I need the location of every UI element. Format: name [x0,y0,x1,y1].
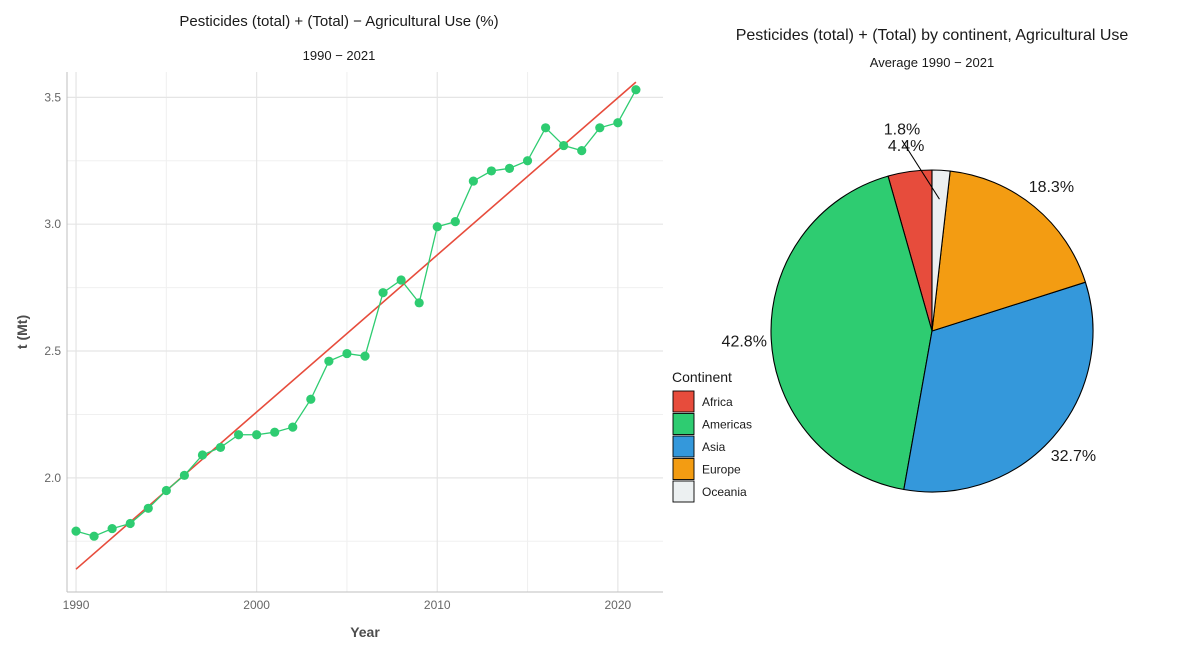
pie-slices [770,169,1094,493]
data-point [577,146,587,156]
data-point [396,275,406,285]
data-point [504,163,515,173]
y-tick-label: 3.0 [44,217,61,231]
pie-legend: Continent Africa Americas Asia Europe Oceani… [672,369,752,503]
legend-swatch-asia [672,435,695,458]
pie-slice-asia [903,281,1094,493]
legend-label: Asia [702,440,726,454]
x-tick-label: 2010 [424,598,451,612]
data-point [143,503,153,513]
data-point [179,470,189,480]
pie-chart-title: Pesticides (total) + (Total) by continen… [736,27,1129,44]
data-point [89,531,99,541]
y-tick-label: 2.5 [44,344,61,358]
data-point [522,156,533,166]
pie-slice-oceania [931,169,951,332]
y-tick-label: 2.0 [44,471,61,485]
line-chart: Pesticides (total) + (Total) − Agricultu… [14,13,663,640]
legend-swatch-americas [672,413,695,435]
data-point [215,442,226,453]
leader-line [901,140,940,200]
data-point [71,526,81,536]
legend-swatch-europe [672,458,695,480]
data-point [125,518,135,529]
pie-value-labels: 4.4%42.8%32.7%18.3%1.8% [722,121,1097,465]
line-chart-gridlines [67,72,663,592]
data-point [360,351,370,361]
data-point [613,118,623,128]
data-point [324,356,334,366]
data-point [161,485,171,496]
data-point [233,430,244,440]
pie-chart-subtitle: Average 1990 − 2021 [870,55,994,70]
data-point [595,123,605,133]
pie-chart: Pesticides (total) + (Total) by continen… [672,27,1129,503]
data-point [107,523,117,534]
data-point [270,427,280,437]
data-point [306,394,316,404]
x-tick-label: 1990 [63,598,90,612]
pie-value-label: 18.3% [1029,179,1074,196]
data-point [468,176,478,186]
series-points [71,85,641,541]
legend-label: Europe [702,463,741,477]
y-tick-labels: 2.0 2.5 3.0 3.5 [44,90,61,484]
line-chart-title: Pesticides (total) + (Total) − Agricultu… [179,13,498,30]
data-point [631,85,641,95]
pie-slice-americas [770,175,933,491]
data-point [342,348,352,359]
data-point [432,222,442,232]
x-tick-labels: 1990 2000 2010 2020 [63,598,632,612]
data-point [486,166,497,176]
series-line [75,89,637,537]
line-chart-subtitle: 1990 − 2021 [303,48,376,63]
data-point [541,123,551,133]
legend-label: Africa [702,395,733,409]
pie-value-label: 42.8% [722,333,767,350]
legend-label: Oceania [702,485,747,499]
data-point [414,298,424,308]
x-tick-label: 2000 [243,598,270,612]
legend-label: Americas [702,418,752,432]
legend-title: Continent [672,369,732,385]
data-point [197,450,208,460]
y-axis-label: t (Mt) [14,315,30,349]
x-axis-label: Year [350,624,380,640]
legend-swatch-africa [672,390,695,413]
legend-swatch-oceania [672,480,695,503]
data-point [288,422,298,432]
y-tick-label: 3.5 [44,90,61,104]
series-line-group [75,89,637,537]
data-point [378,288,388,298]
pie-value-label: 32.7% [1051,448,1096,465]
data-point [559,140,569,151]
pie-value-label: 1.8% [884,121,920,138]
data-point [450,217,460,227]
x-tick-label: 2020 [604,598,631,612]
data-point [252,430,262,440]
pie-slice-europe [931,170,1086,332]
